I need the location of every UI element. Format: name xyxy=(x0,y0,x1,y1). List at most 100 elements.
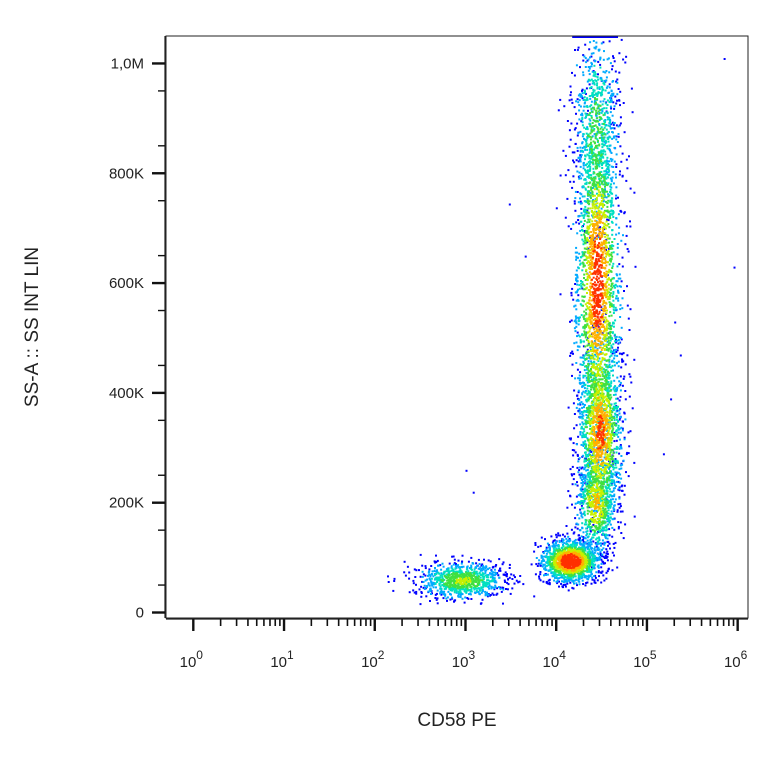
event-dot xyxy=(592,400,595,403)
event-dot xyxy=(615,135,618,138)
event-dot xyxy=(596,132,599,135)
event-dot xyxy=(604,133,607,136)
event-dot xyxy=(609,105,612,108)
event-dot xyxy=(546,582,549,585)
event-dot xyxy=(567,574,570,577)
event-dot xyxy=(580,535,583,538)
event-dot xyxy=(594,124,597,127)
event-dot xyxy=(595,557,598,560)
event-dot xyxy=(482,582,485,585)
event-dot xyxy=(581,431,584,434)
event-dot xyxy=(597,182,600,185)
event-dot xyxy=(517,581,520,584)
event-dot xyxy=(486,582,489,585)
event-dot xyxy=(591,478,594,481)
event-dot xyxy=(480,586,483,589)
event-dot xyxy=(585,138,588,141)
event-dot xyxy=(584,374,587,377)
event-dot xyxy=(579,475,582,478)
event-dot xyxy=(607,327,610,330)
event-dot xyxy=(610,197,613,200)
event-dot xyxy=(629,225,632,228)
event-dot xyxy=(547,579,550,582)
event-dot xyxy=(595,80,598,82)
event-dot xyxy=(559,576,562,579)
event-dot xyxy=(584,205,587,208)
event-dot xyxy=(465,591,468,594)
event-dot xyxy=(592,565,594,568)
event-dot xyxy=(606,147,609,150)
event-dot xyxy=(601,146,604,149)
event-dot xyxy=(584,66,587,68)
event-dot xyxy=(588,221,591,223)
event-dot xyxy=(618,273,621,276)
event-dot xyxy=(616,265,619,268)
event-dot xyxy=(435,573,438,576)
event-dot xyxy=(596,120,599,122)
event-dot xyxy=(580,212,583,215)
event-dot xyxy=(583,300,585,303)
event-dot xyxy=(568,99,571,102)
event-dot xyxy=(545,549,548,552)
event-dot xyxy=(582,381,584,384)
event-dot xyxy=(606,85,609,88)
event-dot xyxy=(598,575,600,578)
event-dot xyxy=(612,433,615,436)
event-dot xyxy=(555,569,558,571)
event-dot xyxy=(605,571,608,574)
event-dot xyxy=(616,471,619,474)
event-dot xyxy=(576,283,579,286)
event-dot xyxy=(618,385,621,388)
event-dot xyxy=(584,365,586,368)
event-dot xyxy=(429,588,432,591)
event-dot xyxy=(583,436,586,438)
event-dot xyxy=(581,363,584,366)
event-dot xyxy=(419,553,422,556)
event-dot xyxy=(418,588,421,591)
event-dot xyxy=(458,588,461,591)
event-dot xyxy=(596,117,599,120)
event-dot xyxy=(586,509,589,512)
event-dot xyxy=(477,567,480,570)
event-dots xyxy=(387,36,736,606)
event-dot xyxy=(616,509,619,512)
event-dot xyxy=(570,578,573,581)
event-dot xyxy=(608,247,610,250)
event-dot xyxy=(579,546,582,549)
event-dot xyxy=(559,573,561,576)
event-dot xyxy=(584,168,586,171)
event-dot xyxy=(591,529,594,532)
event-dot xyxy=(559,534,562,537)
event-dot xyxy=(612,211,615,213)
event-dot xyxy=(602,507,605,510)
event-dot xyxy=(454,573,457,576)
event-dot xyxy=(611,460,614,463)
event-dot xyxy=(587,448,590,451)
event-dot xyxy=(587,360,590,363)
event-dot xyxy=(595,45,598,48)
event-dot xyxy=(575,269,578,272)
event-dot xyxy=(556,580,559,582)
event-dot xyxy=(558,585,560,588)
event-dot xyxy=(610,484,613,487)
event-dot xyxy=(591,578,594,581)
event-dot xyxy=(604,370,607,372)
event-dot xyxy=(581,549,584,552)
event-dot xyxy=(465,580,468,583)
event-dot xyxy=(555,533,558,536)
event-dot xyxy=(463,573,466,576)
event-dot xyxy=(460,576,463,578)
event-dot xyxy=(600,480,603,483)
event-dot xyxy=(590,394,593,396)
event-dot xyxy=(486,574,489,577)
event-dot xyxy=(544,538,546,541)
event-dot xyxy=(605,503,607,506)
event-dot xyxy=(606,116,609,119)
event-dot xyxy=(613,434,616,437)
event-dot xyxy=(564,154,567,157)
event-dot xyxy=(615,416,618,419)
event-dot xyxy=(585,582,588,584)
event-dot xyxy=(618,352,621,355)
event-dot xyxy=(620,447,623,450)
event-dot xyxy=(609,191,612,194)
